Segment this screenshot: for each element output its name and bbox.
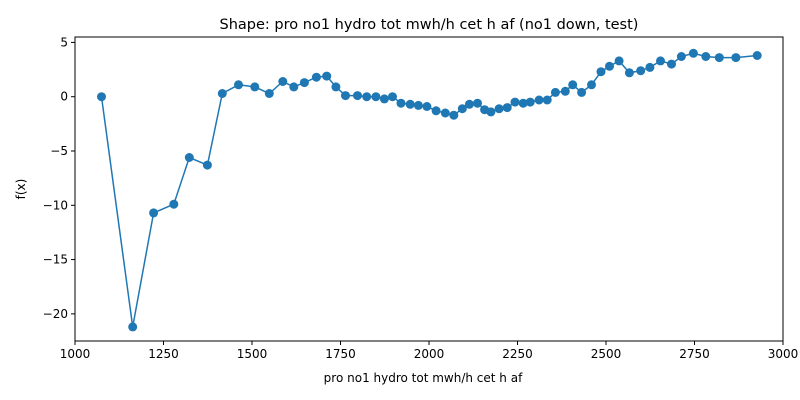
data-point: [464, 99, 474, 109]
data-point: [577, 87, 587, 97]
data-point: [322, 71, 332, 81]
x-axis: 1000 1250 1500 1750 2000 2250 2500 2750 3000: [60, 341, 799, 361]
data-point: [752, 51, 762, 60]
data-point: [614, 56, 624, 66]
data-point: [202, 160, 212, 170]
data-point: [596, 67, 606, 77]
data-point: [379, 94, 389, 104]
data-point: [388, 92, 397, 102]
data-point: [299, 78, 309, 88]
data-point: [486, 107, 496, 117]
x-tick-label: 1250: [148, 347, 179, 361]
y-tick-label: −10: [43, 198, 68, 212]
data-point: [502, 103, 512, 113]
y-tick-label: −15: [43, 253, 68, 267]
data-point: [169, 199, 179, 209]
data-point: [449, 110, 459, 120]
y-tick-label: −5: [50, 144, 68, 158]
data-point: [667, 59, 676, 69]
y-tick-label: 0: [60, 90, 68, 104]
y-tick-label: 5: [60, 35, 68, 49]
data-point: [184, 153, 194, 162]
data-point: [518, 98, 528, 108]
data-point: [371, 92, 381, 102]
data-point: [550, 87, 560, 97]
x-tick-label: 1750: [325, 347, 356, 361]
data-point: [289, 82, 299, 92]
x-axis-title: pro no1 hydro tot mwh/h cet h af: [324, 371, 523, 385]
data-point: [234, 80, 243, 90]
data-point: [396, 98, 406, 108]
data-point: [525, 97, 535, 107]
data-point: [362, 92, 372, 102]
data-point: [645, 62, 655, 72]
data-point: [636, 66, 646, 76]
data-point: [494, 104, 504, 114]
y-axis-title: f(x): [14, 179, 28, 200]
data-point: [457, 104, 467, 114]
data-point: [688, 48, 698, 58]
data-point: [278, 77, 288, 86]
data-point: [676, 52, 686, 61]
x-tick-label: 3000: [768, 347, 799, 361]
data-point: [473, 98, 482, 108]
x-tick-label: 1000: [60, 347, 91, 361]
data-point: [97, 92, 106, 102]
data-point: [440, 108, 450, 118]
data-point: [605, 61, 614, 71]
data-point: [264, 89, 274, 98]
data-point: [568, 80, 578, 90]
data-point: [353, 91, 362, 101]
x-tick-label: 2000: [414, 347, 445, 361]
data-point: [701, 52, 711, 61]
chart-title: Shape: pro no1 hydro tot mwh/h cet h af …: [220, 17, 639, 33]
x-tick-label: 2250: [502, 347, 533, 361]
data-point: [656, 56, 665, 66]
data-point: [405, 99, 415, 109]
data-point: [542, 95, 552, 105]
plot-area: [97, 48, 762, 332]
x-tick-label: 2500: [591, 347, 622, 361]
data-point: [534, 95, 544, 105]
data-point: [341, 91, 350, 101]
data-point: [422, 102, 432, 111]
data-point: [431, 106, 441, 116]
data-point: [250, 82, 260, 92]
data-point: [510, 97, 520, 107]
data-point: [624, 68, 634, 78]
data-point: [587, 80, 596, 90]
data-point: [714, 53, 724, 63]
data-point: [560, 86, 570, 96]
x-tick-label: 2750: [679, 347, 710, 361]
y-axis: 5 0 −5 −10 −15 −20: [43, 35, 75, 321]
y-tick-label: −20: [43, 307, 68, 321]
data-point: [128, 322, 138, 332]
data-point: [149, 208, 159, 218]
data-point: [217, 89, 227, 98]
data-point: [731, 53, 741, 63]
data-point: [311, 72, 321, 82]
x-tick-label: 1500: [237, 347, 268, 361]
data-point: [413, 100, 423, 110]
data-point: [331, 82, 341, 92]
